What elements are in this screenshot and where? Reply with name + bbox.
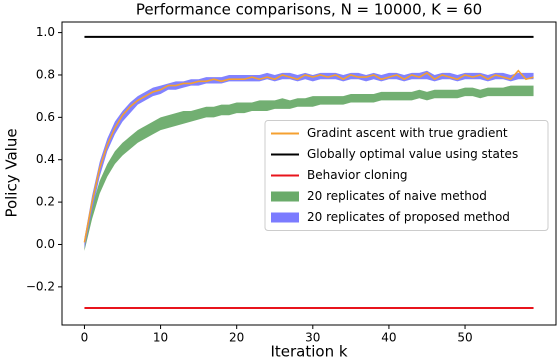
legend-label: Gradint ascent with true gradient (307, 126, 508, 140)
y-tick-label: 0.2 (36, 195, 55, 209)
x-tick-label: 30 (305, 331, 320, 345)
x-tick-label: 20 (229, 331, 244, 345)
y-tick-label: 0.0 (36, 237, 55, 251)
line (83, 69, 534, 243)
x-tick-label: 50 (457, 331, 472, 345)
x-tick-label: 10 (153, 331, 168, 345)
chart-title: Performance comparisons, N = 10000, K = … (136, 1, 482, 19)
legend-label: Globally optimal value using states (307, 147, 518, 161)
y-tick-label: 0.8 (36, 67, 55, 81)
plot-frame (61, 21, 557, 326)
x-axis-label: Iteration k (270, 343, 347, 361)
legend-box (264, 120, 549, 231)
legend-swatch (271, 191, 299, 202)
y-tick-label: 1.0 (36, 25, 55, 39)
y-tick-label: 0.6 (36, 110, 55, 124)
legend-label: 20 replicates of proposed method (307, 210, 510, 224)
y-tick-label: 0.4 (36, 152, 55, 166)
y-axis-label: Policy Value (3, 128, 21, 217)
x-tick-label: 40 (381, 331, 396, 345)
legend-label: Behavior cloning (307, 168, 408, 182)
y-tick-label: −0.2 (26, 279, 55, 293)
legend-label: 20 replicates of naive method (307, 189, 487, 203)
legend-swatch (271, 212, 299, 223)
x-tick-label: 0 (81, 331, 89, 345)
